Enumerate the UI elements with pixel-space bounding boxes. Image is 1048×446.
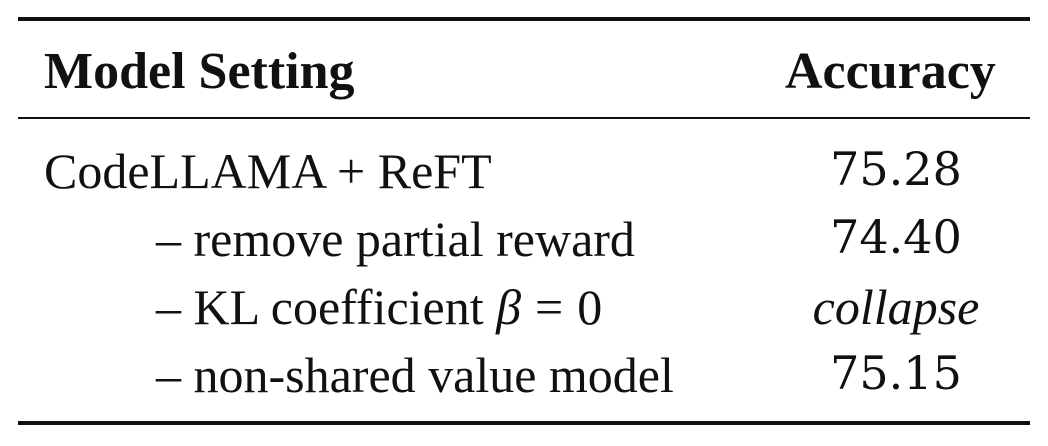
beta-symbol: β bbox=[496, 279, 522, 335]
math-value: 0 bbox=[577, 279, 603, 335]
row-2-setting: – remove partial reward bbox=[156, 211, 635, 267]
row-1-accuracy: 75.28 bbox=[830, 142, 962, 196]
row-4-setting: – non-shared value model bbox=[156, 347, 674, 403]
row-2-accuracy: 74.40 bbox=[830, 210, 962, 264]
row-3-setting-prefix: – KL coefficient bbox=[156, 279, 484, 335]
header-accuracy: Accuracy bbox=[785, 43, 996, 100]
row-3-setting: – KL coefficient β = 0 bbox=[156, 282, 602, 332]
top-rule bbox=[18, 17, 1030, 21]
row-4-accuracy: 75.15 bbox=[830, 346, 962, 400]
header-rule bbox=[18, 117, 1030, 119]
row-3-accuracy: collapse bbox=[812, 279, 980, 335]
header-model-setting: Model Setting bbox=[44, 43, 355, 100]
equals-operator: = bbox=[535, 279, 564, 335]
row-1-setting: CodeLLAMA + ReFT bbox=[44, 143, 492, 199]
bottom-rule bbox=[18, 421, 1030, 425]
